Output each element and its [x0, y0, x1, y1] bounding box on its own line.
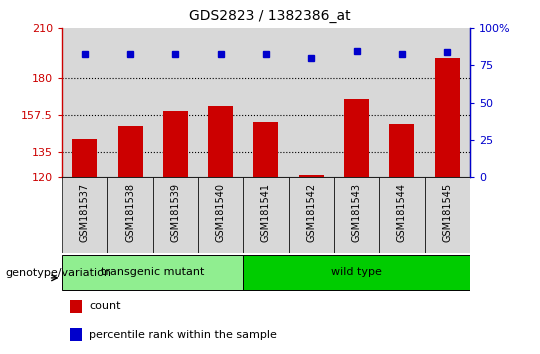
Bar: [253, 122, 279, 177]
Bar: [153, 28, 198, 177]
Bar: [198, 28, 244, 177]
Bar: [62, 255, 244, 290]
Text: GSM181545: GSM181545: [442, 183, 452, 242]
Bar: [299, 175, 323, 177]
Bar: [334, 28, 379, 177]
Text: GSM181540: GSM181540: [215, 183, 226, 242]
Text: percentile rank within the sample: percentile rank within the sample: [89, 330, 277, 339]
Bar: [107, 28, 153, 177]
Bar: [344, 99, 369, 177]
Bar: [70, 300, 82, 313]
Bar: [379, 177, 424, 253]
Bar: [424, 177, 470, 253]
Bar: [70, 328, 82, 341]
Bar: [379, 28, 424, 177]
Bar: [244, 255, 470, 290]
Bar: [435, 58, 460, 177]
Bar: [153, 177, 198, 253]
Text: GSM181544: GSM181544: [397, 183, 407, 242]
Text: wild type: wild type: [331, 267, 382, 277]
Bar: [118, 126, 143, 177]
Bar: [288, 177, 334, 253]
Bar: [244, 177, 288, 253]
Bar: [244, 28, 288, 177]
Text: transgenic mutant: transgenic mutant: [101, 267, 204, 277]
Bar: [288, 28, 334, 177]
Text: GDS2823 / 1382386_at: GDS2823 / 1382386_at: [189, 9, 351, 23]
Text: GSM181543: GSM181543: [352, 183, 362, 242]
Text: count: count: [89, 301, 120, 311]
Bar: [62, 28, 107, 177]
Text: GSM181541: GSM181541: [261, 183, 271, 242]
Text: GSM181542: GSM181542: [306, 183, 316, 242]
Bar: [389, 124, 414, 177]
Text: GSM181538: GSM181538: [125, 183, 135, 242]
Bar: [163, 111, 188, 177]
Text: GSM181537: GSM181537: [80, 183, 90, 242]
Bar: [107, 177, 153, 253]
Bar: [334, 177, 379, 253]
Bar: [208, 106, 233, 177]
Bar: [62, 177, 107, 253]
Text: GSM181539: GSM181539: [170, 183, 180, 242]
Text: genotype/variation: genotype/variation: [5, 268, 111, 278]
Bar: [72, 139, 97, 177]
Bar: [424, 28, 470, 177]
Bar: [198, 177, 244, 253]
